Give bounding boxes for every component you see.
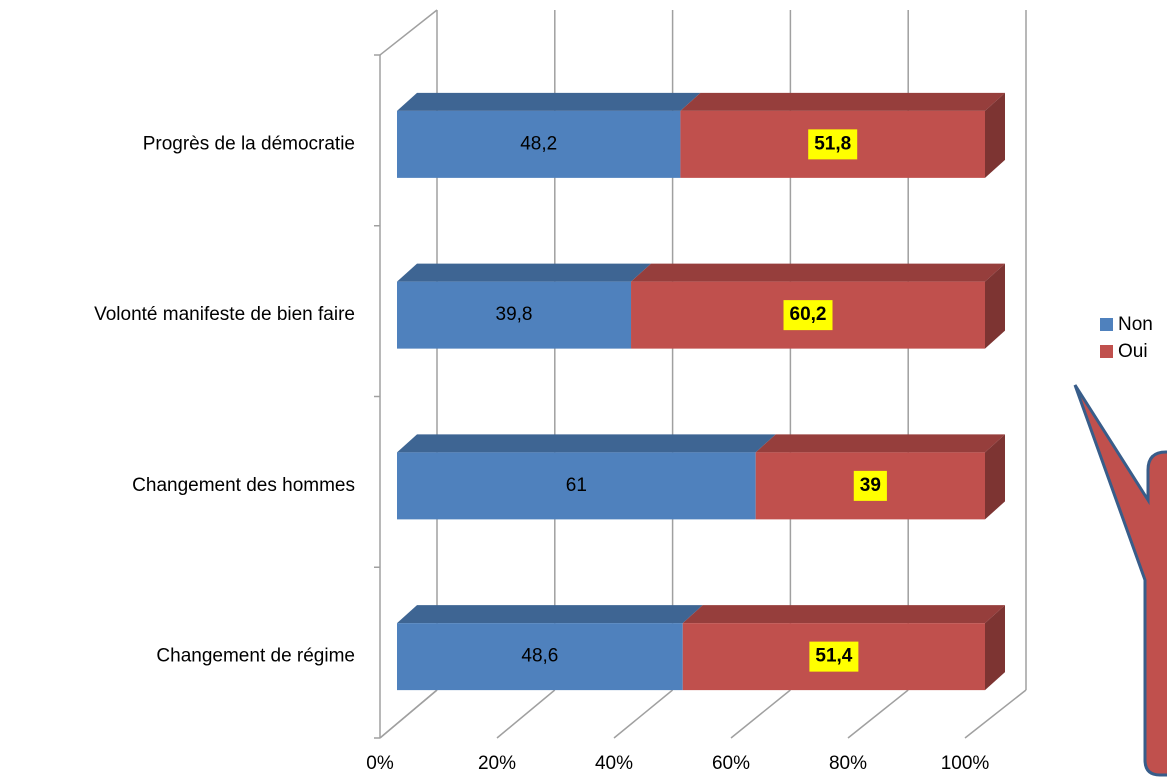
category-label: Volonté manifeste de bien faire xyxy=(94,304,355,325)
bar-top xyxy=(682,605,1005,624)
bar-side xyxy=(985,263,1005,349)
legend-label: Non xyxy=(1118,314,1153,335)
label-box xyxy=(809,641,859,672)
bar-side xyxy=(985,92,1005,178)
label-box xyxy=(783,300,833,331)
bar xyxy=(397,623,683,691)
x-tick-label: 80% xyxy=(829,753,867,774)
bar-top xyxy=(397,263,652,282)
data-label: 48,2 xyxy=(520,133,557,154)
bar-top xyxy=(680,92,1005,111)
data-label: 61 xyxy=(566,475,587,496)
legend-label: Oui xyxy=(1118,341,1148,362)
bar-side xyxy=(985,434,1005,520)
bar xyxy=(397,452,756,520)
bar-top xyxy=(755,434,1005,453)
label-box xyxy=(808,129,858,160)
x-tick-label: 0% xyxy=(366,753,394,774)
x-tick-label: 20% xyxy=(478,753,516,774)
legend-swatch xyxy=(1100,345,1113,358)
data-label: 39 xyxy=(860,475,881,496)
floor-line xyxy=(379,689,438,739)
floor-line xyxy=(730,689,791,739)
data-label: 60,2 xyxy=(790,304,827,325)
floor-line xyxy=(496,689,556,739)
legend-swatch xyxy=(1100,318,1113,331)
data-label: 48,6 xyxy=(521,646,558,667)
x-tick-label: 100% xyxy=(941,753,990,774)
bar xyxy=(397,110,681,178)
bar-top xyxy=(397,434,776,453)
bar xyxy=(397,281,632,349)
x-tick-label: 60% xyxy=(712,753,750,774)
category-label: Changement des hommes xyxy=(132,475,355,496)
bar-side xyxy=(985,605,1005,691)
data-label: 51,8 xyxy=(814,133,851,154)
x-tick-label: 40% xyxy=(595,753,633,774)
bar-top xyxy=(397,605,703,624)
label-box xyxy=(853,470,887,501)
data-label: 39,8 xyxy=(496,304,533,325)
floor-line xyxy=(847,689,909,739)
category-label: Progrès de la démocratie xyxy=(143,133,355,154)
category-label: Changement de régime xyxy=(156,646,355,667)
floor-line xyxy=(613,689,674,739)
callout xyxy=(1073,384,1167,777)
data-label: 51,4 xyxy=(815,646,852,667)
bar-top xyxy=(631,263,1005,282)
side-wall xyxy=(379,9,438,56)
floor-line xyxy=(964,689,1027,739)
bar-top xyxy=(397,92,701,111)
